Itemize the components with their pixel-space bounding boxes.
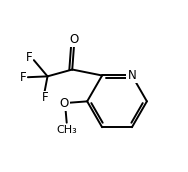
Text: F: F xyxy=(26,51,33,64)
Text: N: N xyxy=(128,69,136,82)
Text: O: O xyxy=(60,96,69,110)
Text: O: O xyxy=(69,33,79,46)
Text: F: F xyxy=(42,91,48,104)
Text: F: F xyxy=(20,71,27,84)
Text: CH₃: CH₃ xyxy=(56,125,77,135)
